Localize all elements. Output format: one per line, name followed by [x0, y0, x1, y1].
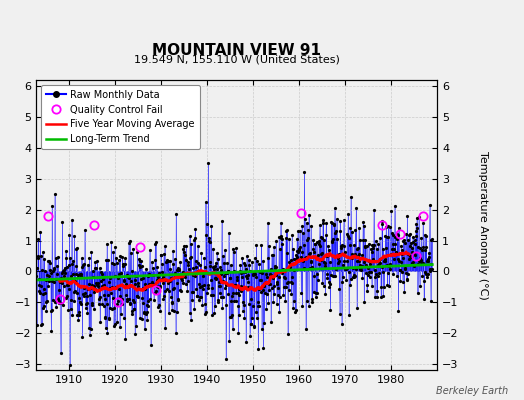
Legend: Raw Monthly Data, Quality Control Fail, Five Year Moving Average, Long-Term Tren: Raw Monthly Data, Quality Control Fail, … [41, 85, 200, 149]
Title: MOUNTAIN VIEW 91: MOUNTAIN VIEW 91 [152, 43, 321, 58]
Text: Berkeley Earth: Berkeley Earth [436, 386, 508, 396]
Text: 19.549 N, 155.110 W (United States): 19.549 N, 155.110 W (United States) [134, 54, 340, 64]
Y-axis label: Temperature Anomaly (°C): Temperature Anomaly (°C) [478, 151, 488, 300]
